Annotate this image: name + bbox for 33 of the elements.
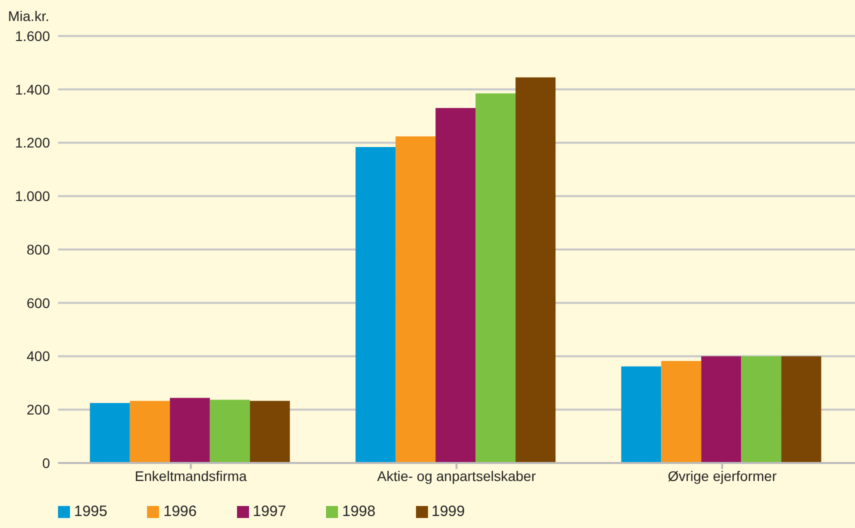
legend-label: 1997 xyxy=(252,503,286,520)
bar xyxy=(476,93,516,463)
bar xyxy=(90,402,130,463)
y-tick-label: 1.200 xyxy=(14,134,50,151)
y-tick-label: 1.400 xyxy=(14,81,50,98)
x-tick-label: Aktie- og anpartselskaber xyxy=(377,468,536,484)
legend-label: 1996 xyxy=(163,503,197,520)
bar xyxy=(396,136,436,463)
legend-label: 1998 xyxy=(342,503,376,520)
bar xyxy=(250,400,290,463)
bar xyxy=(701,356,742,463)
y-axis-title: Mia.kr. xyxy=(8,8,50,24)
bar xyxy=(661,361,702,463)
bar xyxy=(516,77,556,463)
y-tick-label: 1.600 xyxy=(14,28,50,44)
bar xyxy=(741,356,782,463)
y-tick-label: 800 xyxy=(26,241,50,258)
y-tick-label: 0 xyxy=(42,454,50,471)
legend-label: 1999 xyxy=(432,503,465,520)
bar xyxy=(356,147,396,463)
y-tick-label: 1.000 xyxy=(14,188,50,204)
y-tick-label: 600 xyxy=(26,294,50,311)
y-tick-label: 200 xyxy=(26,402,50,418)
x-tick-label: Øvrige ejerformer xyxy=(668,468,777,484)
bar xyxy=(436,108,476,463)
bar xyxy=(781,356,822,463)
legend-label: 1995 xyxy=(74,503,108,520)
bar xyxy=(170,398,210,463)
y-tick-label: 400 xyxy=(26,348,50,364)
bar xyxy=(621,366,662,463)
bar xyxy=(130,400,170,463)
bar xyxy=(210,400,250,463)
x-tick-label: Enkeltmandsfirma xyxy=(134,468,248,484)
